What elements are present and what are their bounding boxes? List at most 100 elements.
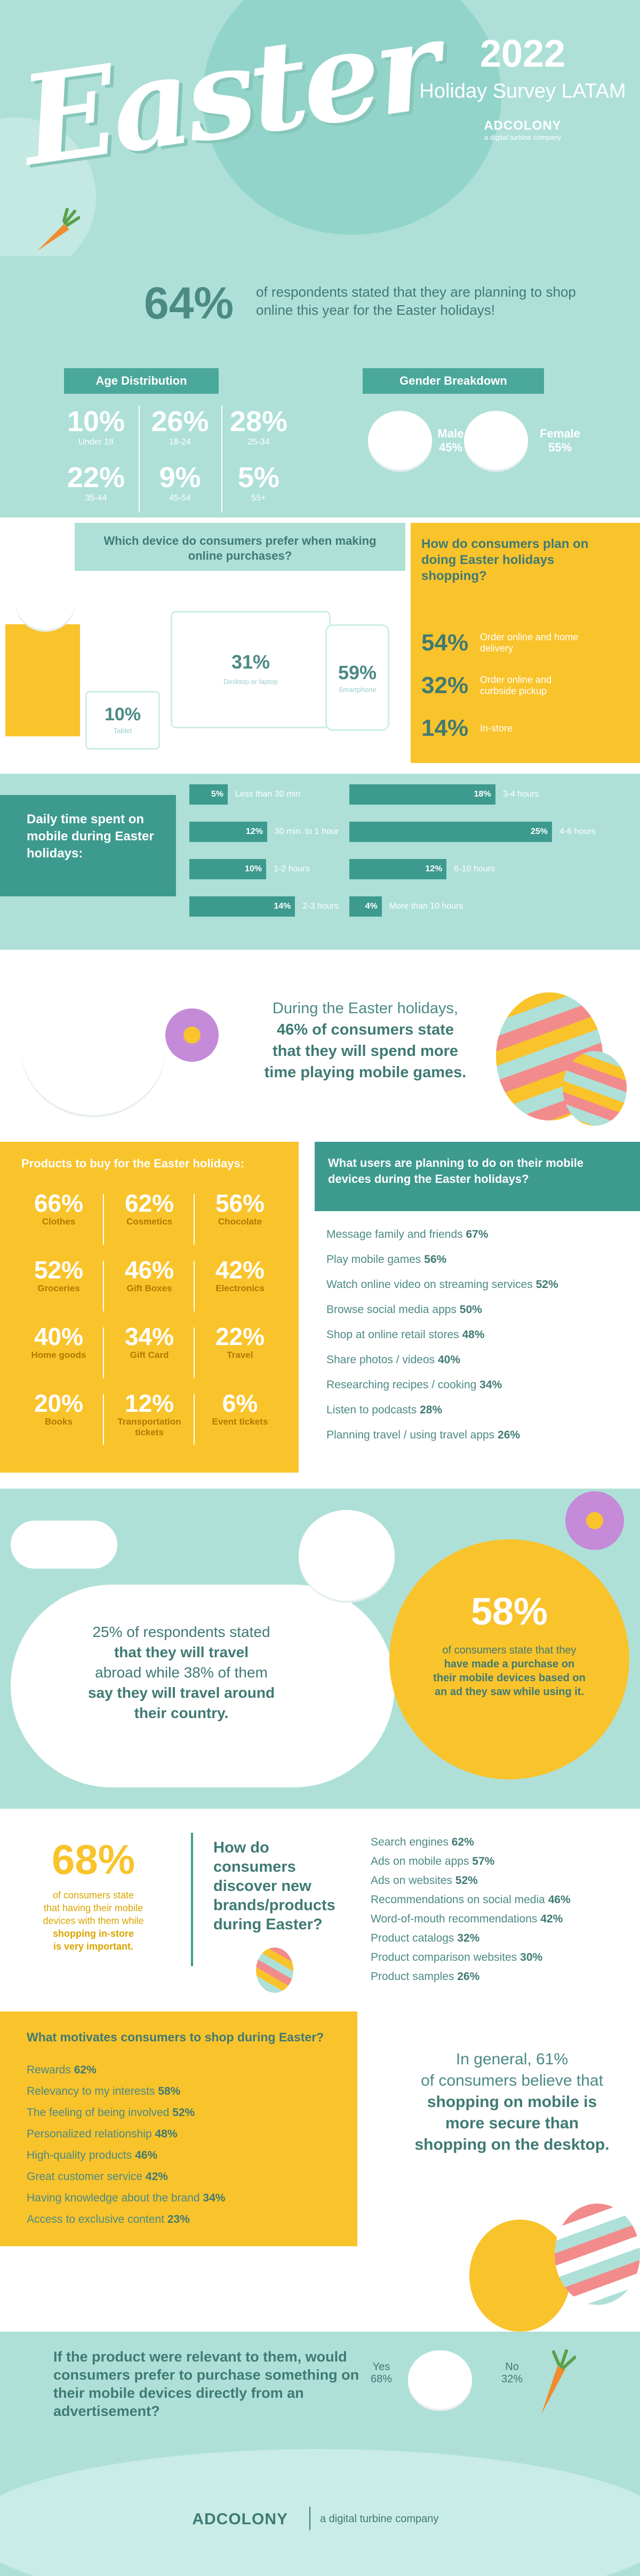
- survey-subtitle: Holiday Survey LATAM: [419, 80, 626, 102]
- flower-icon: [165, 1008, 219, 1062]
- time-bar: 18%: [349, 784, 495, 805]
- online-shopping-section: 64% of respondents stated that they are …: [0, 256, 640, 363]
- list-item: Rewards 62%: [27, 2060, 347, 2081]
- instore-line: of consumers state: [52, 1890, 134, 1901]
- background-blob: [203, 0, 501, 235]
- time-bar-label: 3-4 hours: [502, 790, 539, 799]
- product-value: 66%: [34, 1189, 84, 1217]
- hero-header: Easter 2022 Holiday Survey LATAM ADCOLON…: [0, 0, 640, 256]
- time-bar-label: 4-6 hours: [559, 827, 596, 836]
- travel-line: 25% of respondents stated: [92, 1624, 270, 1640]
- list-item: Recommendations on social media 46%: [371, 1890, 627, 1910]
- time-bar: 25%: [349, 822, 552, 842]
- product-value: 22%: [215, 1323, 265, 1350]
- footer: ADCOLONY a digital turbine company: [0, 2433, 640, 2576]
- list-label: Ads on websites: [371, 1874, 452, 1887]
- male-value: 45%: [438, 441, 463, 454]
- product-label: Books: [45, 1417, 73, 1427]
- time-bar-row: 14% 2-3 hours: [189, 896, 339, 917]
- list-value: 23%: [167, 2213, 190, 2225]
- products-section: Products to buy for the Easter holidays:…: [0, 1136, 640, 1489]
- carrot-icon: [37, 208, 80, 251]
- product-item: 56% Chocolate: [197, 1190, 283, 1227]
- plan-label: Order online and curbside pickup: [480, 674, 552, 696]
- instore-text: of consumers state that having their mob…: [21, 1889, 165, 1953]
- list-item: Listen to podcasts 28%: [326, 1397, 636, 1422]
- list-label: Search engines: [371, 1836, 449, 1848]
- time-bar-row: 5% Less than 30 min: [189, 784, 339, 805]
- list-label: Shop at online retail stores: [326, 1329, 459, 1341]
- easter-egg-icon: [469, 2220, 571, 2332]
- bunny-icon: [21, 982, 165, 1115]
- device-question: Which device do consumers prefer when ma…: [103, 534, 377, 562]
- list-label: Listen to podcasts: [326, 1404, 417, 1416]
- male-label: Male: [437, 427, 464, 440]
- list-item: Browse social media apps 50%: [326, 1297, 636, 1322]
- product-label: Clothes: [42, 1217, 76, 1227]
- list-label: High-quality products: [27, 2149, 132, 2161]
- divider: [309, 2507, 310, 2530]
- list-value: 48%: [462, 1329, 485, 1341]
- product-value: 42%: [215, 1256, 265, 1284]
- product-item: 20% Books: [16, 1390, 101, 1427]
- product-label: Cosmetics: [126, 1217, 172, 1227]
- list-item: Search engines 62%: [371, 1833, 627, 1852]
- brand-logo: ADCOLONY a digital turbine company: [453, 118, 592, 141]
- age-value: 26%: [151, 406, 209, 438]
- carrot-icon: [541, 2349, 576, 2414]
- products-panel: [0, 1142, 299, 1473]
- device-question-box: [75, 523, 405, 571]
- bunny-icon: [368, 411, 432, 470]
- list-label: The feeling of being involved: [27, 2106, 170, 2119]
- time-bar: 12%: [189, 822, 267, 842]
- list-item: Product comparison websites 30%: [371, 1948, 627, 1967]
- list-item: Message family and friends 67%: [326, 1222, 636, 1247]
- travel-text: 25% of respondents stated that they will…: [48, 1622, 315, 1723]
- easter-egg-icon: [555, 2204, 640, 2305]
- age-label: 55+: [251, 494, 266, 503]
- age-label: 45-54: [169, 494, 191, 503]
- product-item: 62% Cosmetics: [107, 1190, 192, 1227]
- list-value: 52%: [535, 1278, 558, 1291]
- list-item: Watch online video on streaming services…: [326, 1272, 636, 1297]
- list-value: 52%: [455, 1874, 478, 1887]
- time-bar-label: Less than 30 min: [235, 790, 300, 799]
- list-item: Play mobile games 56%: [326, 1247, 636, 1272]
- list-value: 56%: [424, 1253, 447, 1266]
- list-value: 32%: [457, 1932, 480, 1944]
- ad-line: their mobile devices based on: [433, 1672, 586, 1684]
- product-label: Event tickets: [212, 1417, 268, 1427]
- shopping-bag-icon: [5, 624, 80, 736]
- list-value: 62%: [451, 1836, 474, 1848]
- plan-label: In-store: [480, 722, 513, 734]
- desktop-value: 31%: [231, 651, 270, 673]
- product-item: 52% Groceries: [16, 1257, 101, 1294]
- daily-right-bars: 18% 3-4 hours 25% 4-6 hours 12% 6-10 hours 4% M…: [349, 784, 627, 934]
- instore-pct: 68%: [51, 1836, 135, 1883]
- daily-title: Daily time spent on mobile during Easter…: [27, 812, 154, 861]
- daily-left-bars: 5% Less than 30 min 12% 30 min. to 1 hour 10…: [189, 784, 339, 934]
- divider: [103, 1394, 104, 1445]
- list-value: 48%: [155, 2128, 178, 2140]
- list-label: Browse social media apps: [326, 1303, 457, 1316]
- activities-title: What users are planning to do on their m…: [328, 1156, 584, 1186]
- product-item: 42% Electronics: [197, 1257, 283, 1294]
- list-item: Shop at online retail stores 48%: [326, 1322, 636, 1347]
- list-label: Play mobile games: [326, 1253, 421, 1266]
- online-pct: 64%: [144, 278, 234, 328]
- instore-line: devices with them while: [43, 1915, 144, 1926]
- cloud-icon: [11, 1521, 117, 1569]
- plan-label: Order online and home delivery: [480, 632, 579, 654]
- bunny-icon: [464, 411, 528, 470]
- age-label: 25-34: [247, 438, 270, 447]
- travel-line: say they will travel around: [87, 1684, 275, 1701]
- product-value: 6%: [222, 1389, 258, 1417]
- online-text: of respondents stated that they are plan…: [256, 284, 576, 318]
- time-bar-label: 6-10 hours: [454, 864, 495, 873]
- instore-line: that having their mobile: [43, 1903, 143, 1913]
- travel-line: their country.: [134, 1705, 229, 1721]
- list-label: Great customer service: [27, 2170, 143, 2183]
- list-item: Word-of-mouth recommendations 42%: [371, 1910, 627, 1929]
- product-item: 34% Gift Card: [107, 1323, 192, 1361]
- divider: [194, 1261, 195, 1311]
